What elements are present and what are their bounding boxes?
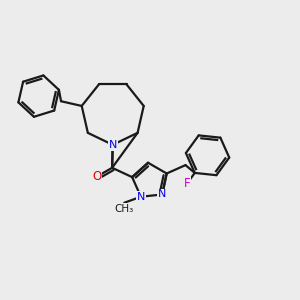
Text: F: F <box>184 177 190 190</box>
Text: N: N <box>109 140 117 150</box>
Text: CH₃: CH₃ <box>115 204 134 214</box>
Text: N: N <box>137 192 145 202</box>
Text: O: O <box>92 170 101 183</box>
Text: N: N <box>109 140 117 150</box>
Text: N: N <box>158 190 166 200</box>
